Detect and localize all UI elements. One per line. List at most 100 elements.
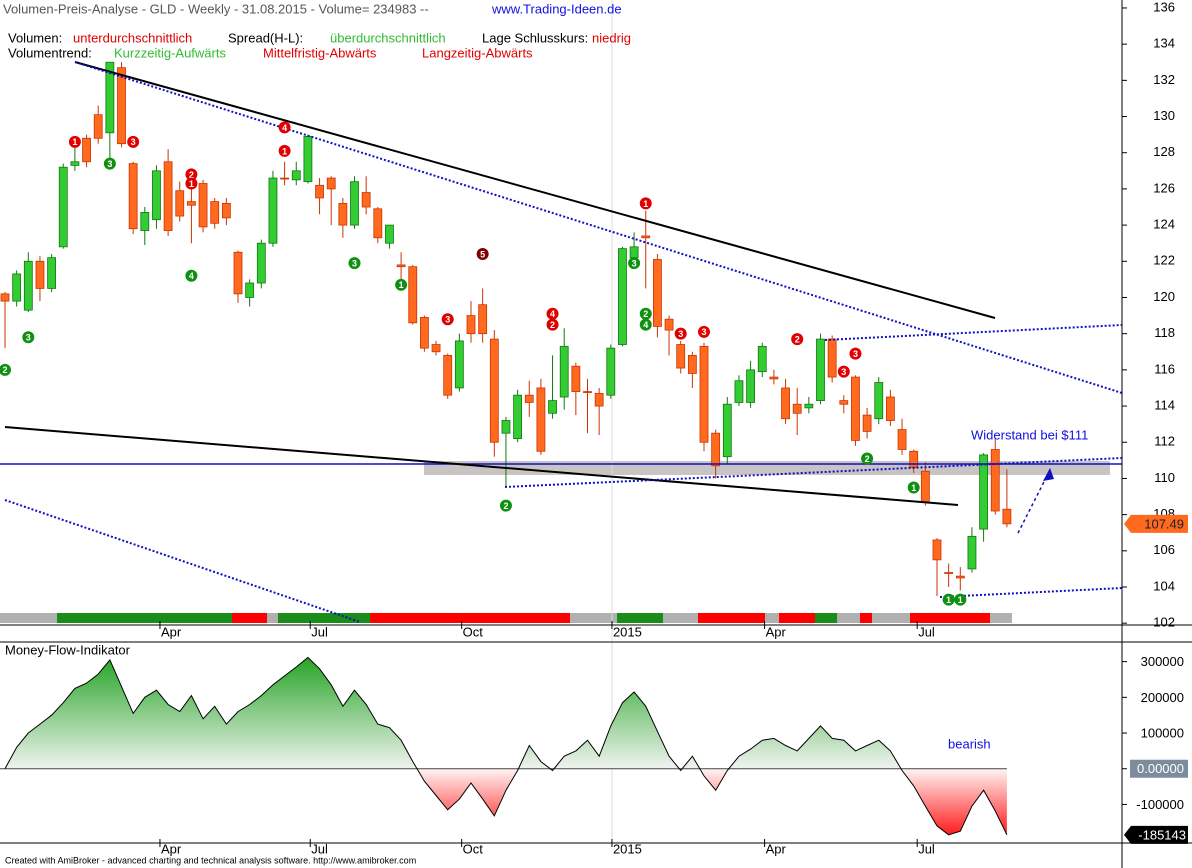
candle-body (920, 470, 930, 503)
candle-body (874, 382, 884, 420)
value: Kurzzeitig-Aufwärts (114, 45, 226, 60)
candle-body (653, 259, 662, 327)
candle-body (152, 170, 161, 221)
candle-body (385, 224, 394, 244)
candle-body (513, 394, 523, 440)
signal-marker (185, 269, 198, 282)
signal-label: 3 (678, 329, 683, 339)
value: Mittelfristig-Abwärts (263, 45, 377, 60)
trend-strip (0, 613, 1012, 623)
signal-marker (348, 257, 361, 270)
candle-body (990, 449, 1000, 512)
signal-marker (476, 248, 489, 261)
candle-body (58, 166, 68, 248)
label: Volumentrend: (8, 45, 92, 60)
candle-body (70, 161, 80, 166)
signal-label: 3 (853, 349, 858, 359)
y-tick-label: 126 (1153, 180, 1175, 195)
candle-body (571, 365, 581, 392)
candle-body (606, 347, 616, 396)
money-flow-line (4, 656, 1008, 836)
signal-marker (639, 197, 652, 210)
candle-body (291, 170, 301, 181)
y-tick-label: 130 (1153, 108, 1175, 123)
signal-marker (942, 593, 955, 606)
channel-line (824, 324, 1123, 341)
last-value-label: -185143 (1138, 827, 1186, 842)
trendline (74, 61, 996, 319)
signal-marker (639, 318, 652, 331)
candle-body (862, 414, 872, 432)
value: niedrig (592, 30, 631, 45)
money-flow-area (5, 657, 1007, 835)
candle-body (175, 190, 185, 217)
channel-line (504, 457, 1123, 488)
signal-marker (499, 499, 512, 512)
x-tick-label: Apr (766, 624, 787, 639)
signal-marker (68, 135, 81, 148)
forecast-arrow (1017, 473, 1049, 534)
signal-marker (103, 157, 116, 170)
y-tick-label: 100000 (1141, 725, 1184, 740)
signal-marker (954, 593, 967, 606)
candle-body (746, 369, 756, 403)
y-tick-label: 120 (1153, 289, 1175, 304)
signal-label: 2 (550, 320, 555, 330)
x-tick-label: Oct (463, 624, 484, 639)
candle-body (117, 67, 126, 145)
channel-line (74, 61, 1123, 394)
candle-body (769, 376, 779, 380)
candle-body (629, 246, 639, 259)
candle-body (338, 202, 348, 226)
value: überdurchschnittlich (330, 30, 446, 45)
candle-body (326, 177, 336, 190)
signal-marker (837, 365, 850, 378)
value: Langzeitig-Abwärts (422, 45, 533, 60)
signal-label: 1 (946, 595, 951, 605)
candle-body (489, 338, 499, 443)
signal-label: 1 (72, 137, 77, 147)
signal-label: 1 (282, 146, 287, 156)
candle-body (187, 201, 196, 206)
x-tick-label: Jul (311, 841, 328, 856)
candle-body (280, 177, 290, 180)
candle-body (851, 376, 860, 441)
label: Spread(H-L): (228, 30, 303, 45)
panel-title: Money-Flow-Indikator (5, 642, 131, 657)
signal-label: 4 (550, 309, 555, 319)
x-tick-label: 2015 (613, 841, 642, 856)
signal-label: 1 (189, 179, 194, 189)
signal-marker (185, 168, 198, 181)
strip-seg (860, 613, 872, 623)
value: unterdurchschnittlich (73, 30, 192, 45)
signal-marker (546, 307, 559, 320)
signal-marker (628, 257, 641, 270)
y-tick-label: 118 (1154, 325, 1175, 340)
candle-body (641, 235, 651, 239)
y-tick-label: 0.00000 (1137, 761, 1184, 776)
candle-body (827, 338, 837, 378)
candle-body (886, 396, 895, 421)
trendlines (0, 61, 1123, 623)
candle-body (396, 264, 406, 268)
x-tick-label: Apr (161, 841, 182, 856)
signal-label: 3 (107, 159, 112, 169)
candle-body (23, 260, 33, 311)
y-tick-label: 136 (1153, 0, 1175, 14)
signal-label: 4 (189, 271, 194, 281)
candle-body (350, 181, 359, 226)
candle-body (781, 387, 790, 420)
y-tick-label: 112 (1154, 434, 1175, 449)
candle-body (198, 183, 208, 228)
candle-body (979, 454, 988, 530)
candle-body (757, 345, 767, 373)
signal-label: 4 (643, 320, 648, 330)
candle-body (548, 400, 557, 414)
y-tick-label: 128 (1153, 144, 1175, 159)
signal-label: 5 (480, 249, 485, 259)
site: www.Trading-Ideen.de (491, 1, 622, 16)
y-tick-label: 122 (1153, 253, 1175, 268)
signal-marker (278, 121, 291, 134)
candle-body (897, 429, 907, 450)
